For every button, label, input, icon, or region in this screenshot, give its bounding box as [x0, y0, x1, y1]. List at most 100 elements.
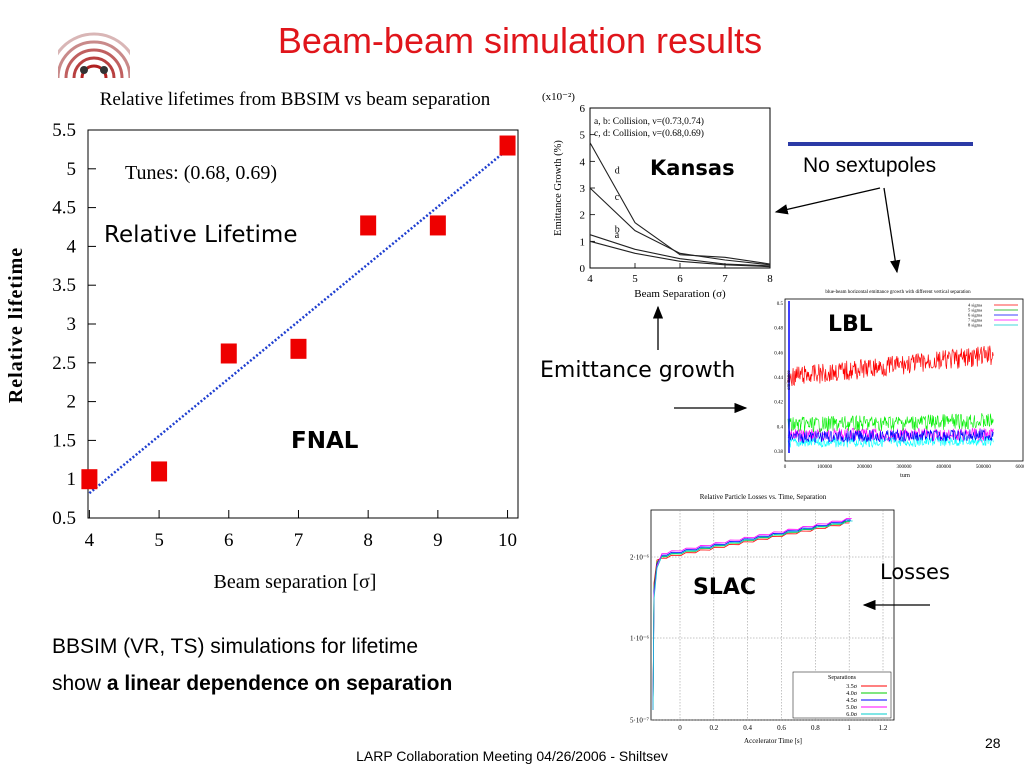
x-axis-label: Accelerator Time [s] — [744, 737, 802, 745]
y-tick-label: 1.5 — [52, 430, 76, 451]
y-tick-label: 2 — [67, 392, 77, 413]
x-tick-label: 7 — [294, 530, 304, 551]
y-tick-label: 0.46 — [774, 351, 783, 356]
x-tick-label: 5 — [154, 530, 164, 551]
y-tick-label: 3.5 — [52, 275, 76, 296]
y-tick-label: 0.5 — [777, 302, 784, 307]
series-trace — [787, 429, 994, 444]
legend-entry: a, b: Collision, ν=(0.73,0.74) — [594, 116, 704, 127]
x-tick-label: 500000 — [976, 465, 992, 470]
footer: LARP Collaboration Meeting 04/26/2006 - … — [356, 748, 668, 764]
y-tick-label: 5·10⁻⁷ — [630, 717, 650, 725]
y-tick-label: 2.5 — [52, 353, 76, 374]
y-tick-label: 4 — [67, 236, 77, 257]
x-tick-label: 8 — [363, 530, 373, 551]
data-point — [290, 338, 307, 359]
series-label: b — [615, 225, 620, 236]
y-tick-label: 1 — [580, 236, 586, 248]
y-tick-label: 0.44 — [774, 376, 783, 381]
y-tick-label: 2·10⁻⁶ — [630, 554, 650, 562]
fnal-label: FNAL — [291, 428, 359, 454]
series-line — [652, 520, 851, 711]
legend-entry: 3.5σ — [846, 684, 858, 690]
y-axis-label: Relative lifetime — [5, 247, 27, 403]
caption-line-2-bold: a linear dependence on separation — [106, 672, 453, 695]
x-tick-label: 6 — [224, 530, 234, 551]
slac-losses-chart: Relative Particle Losses vs. Time, Separ… — [630, 493, 895, 745]
x-tick-label: 7 — [722, 273, 728, 285]
x-tick-label: 0 — [784, 465, 787, 470]
relative-lifetime-label: Relative Lifetime — [104, 222, 298, 248]
tunes-annotation: Tunes: (0.68, 0.69) — [125, 162, 277, 184]
legend-entry: 6 sigma — [968, 313, 982, 318]
series-label: a — [615, 230, 620, 241]
x-tick-label: 1.2 — [879, 724, 888, 732]
x-tick-label: 6 — [677, 273, 683, 285]
series-trace — [787, 413, 994, 433]
y-tick-label: 3 — [67, 314, 77, 335]
y-tick-label: 4 — [580, 156, 586, 168]
x-tick-label: 4 — [85, 530, 95, 551]
arrow-to-lbl — [883, 187, 901, 274]
lbl-label: LBL — [828, 312, 873, 337]
losses-label: Losses — [880, 560, 950, 584]
series-line — [652, 517, 852, 711]
x-tick-label: 0.4 — [743, 724, 752, 732]
data-point — [81, 469, 98, 490]
lifetime-chart: Relative lifetimes from BBSIM vs beam se… — [5, 89, 519, 593]
emittance-growth-label: Emittance growth — [540, 358, 736, 383]
series-label: c — [615, 192, 620, 203]
series-trace — [787, 345, 994, 387]
series-line — [589, 187, 771, 266]
x-tick-label: 8 — [767, 273, 773, 285]
x-tick-label: 4 — [587, 273, 593, 285]
kansas-label: Kansas — [650, 156, 735, 180]
x-axis-label: Beam separation [σ] — [214, 571, 377, 593]
legend-entry: 7 sigma — [968, 318, 982, 323]
data-point — [220, 343, 237, 364]
x-axis-label: turn — [900, 473, 910, 479]
slac-label: SLAC — [693, 575, 757, 600]
legend-entry: 5 sigma — [968, 308, 982, 313]
collaboration-logo-icon — [58, 32, 130, 78]
legend-bar — [788, 142, 973, 146]
legend-entry: 6.0σ — [846, 712, 858, 718]
y-tick-label: 0.5 — [52, 508, 76, 529]
chart-title: blue-beam horizontal emittance growth wi… — [825, 290, 971, 295]
series-line — [652, 520, 853, 711]
chart-title: Relative Particle Losses vs. Time, Separ… — [700, 493, 827, 501]
y-tick-label: 5 — [67, 159, 77, 180]
series-line — [652, 519, 851, 711]
x-tick-label: 5 — [632, 273, 638, 285]
x-tick-label: 0.2 — [709, 724, 718, 732]
y-axis-label: emittance — [787, 370, 792, 390]
y-tick-label: 0.38 — [774, 450, 783, 455]
arrow-to-kansas — [774, 187, 881, 215]
legend-entry: 4.0σ — [846, 691, 858, 697]
data-point — [151, 461, 168, 482]
x-tick-label: 0.8 — [811, 724, 820, 732]
x-tick-label: 600000 — [1016, 465, 1024, 470]
series-label: d — [615, 165, 620, 176]
data-point — [429, 215, 446, 236]
lbl-emittance-chart: blue-beam horizontal emittance growth wi… — [774, 290, 1024, 479]
x-tick-label: 200000 — [857, 465, 873, 470]
y-tick-label: 6 — [580, 103, 586, 115]
series-line — [589, 234, 771, 267]
plot-frame — [87, 129, 519, 519]
legend-entry: 8 sigma — [968, 323, 982, 328]
series-trace — [787, 435, 994, 448]
caption: BBSIM (VR, TS) simulations for lifetime … — [52, 628, 612, 702]
caption-line-2-text: show — [52, 672, 107, 695]
data-point — [360, 215, 377, 236]
y-axis-label: Emittance Growth (%) — [553, 140, 564, 236]
x-tick-label: 300000 — [897, 465, 913, 470]
series-line — [589, 142, 771, 265]
data-point — [499, 135, 516, 156]
x-tick-label: 10 — [498, 530, 517, 551]
y-tick-label: 5 — [580, 130, 586, 142]
x-tick-label: 400000 — [936, 465, 952, 470]
x-tick-label: 0.6 — [777, 724, 786, 732]
legend-entry: c, d: Collision, ν=(0.68,0.69) — [594, 128, 704, 139]
legend-entry: 4 sigma — [968, 303, 982, 308]
